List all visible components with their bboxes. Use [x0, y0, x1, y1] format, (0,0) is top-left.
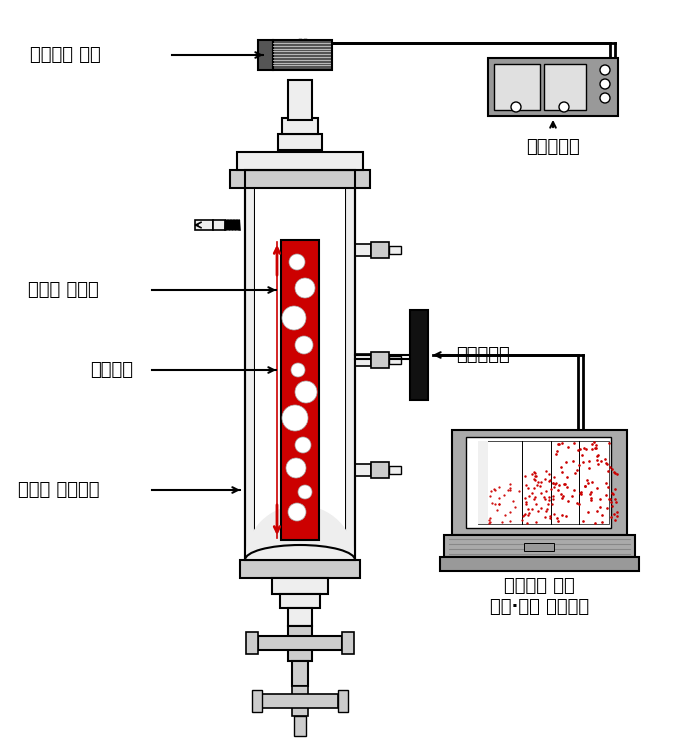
Bar	[466, 437, 611, 528]
Bar	[272, 578, 328, 594]
Circle shape	[298, 485, 312, 499]
Circle shape	[600, 79, 610, 89]
Bar	[389, 246, 401, 254]
Circle shape	[511, 102, 521, 112]
Bar	[294, 716, 306, 736]
Bar	[237, 152, 363, 170]
Bar	[245, 170, 355, 560]
Bar	[282, 118, 318, 134]
Bar	[288, 626, 312, 661]
Circle shape	[600, 93, 610, 103]
Bar	[452, 430, 627, 535]
Circle shape	[295, 278, 315, 298]
Text: 기포발생: 기포발생	[90, 361, 133, 379]
Circle shape	[295, 437, 311, 453]
Bar	[440, 557, 639, 571]
Text: 원자로 모사용기: 원자로 모사용기	[18, 481, 99, 499]
Bar	[494, 64, 540, 110]
Text: 온도조절기: 온도조절기	[526, 138, 580, 156]
Bar	[488, 58, 618, 116]
Circle shape	[288, 503, 306, 521]
Circle shape	[282, 405, 308, 431]
Bar	[280, 594, 320, 608]
Bar	[292, 686, 308, 716]
Bar	[355, 464, 371, 476]
Bar	[478, 441, 488, 524]
Bar	[213, 220, 225, 230]
Circle shape	[295, 381, 317, 403]
Text: 신호증폭기: 신호증폭기	[456, 346, 510, 364]
Bar	[342, 632, 354, 654]
Bar	[371, 242, 389, 258]
Bar	[258, 40, 273, 70]
Bar	[371, 352, 389, 368]
Circle shape	[559, 102, 569, 112]
Wedge shape	[245, 505, 355, 560]
Bar	[240, 560, 360, 578]
Bar	[389, 356, 401, 364]
Circle shape	[289, 254, 305, 270]
Bar	[444, 535, 635, 557]
Circle shape	[286, 458, 306, 478]
Bar	[371, 462, 389, 478]
Circle shape	[291, 363, 305, 377]
Circle shape	[600, 65, 610, 75]
Bar	[195, 220, 213, 230]
Text: 음향방출 센서: 음향방출 센서	[30, 46, 101, 64]
Bar	[292, 661, 308, 686]
Bar	[252, 690, 262, 712]
Bar	[273, 40, 332, 70]
Bar	[338, 690, 348, 712]
Bar	[345, 170, 355, 560]
Bar	[478, 441, 609, 524]
Bar	[389, 466, 401, 474]
Text: 핵연료 피복관: 핵연료 피복관	[28, 281, 99, 299]
Bar	[355, 354, 371, 366]
Bar	[544, 64, 586, 110]
Bar	[258, 636, 342, 650]
Bar	[355, 244, 371, 256]
Bar	[246, 632, 258, 654]
Circle shape	[282, 306, 306, 330]
Bar	[410, 310, 428, 400]
Text: 음향방출 신호
수집·분석 프로그램: 음향방출 신호 수집·분석 프로그램	[490, 577, 589, 615]
Bar	[230, 170, 370, 188]
Bar	[288, 80, 312, 120]
Bar	[288, 608, 312, 626]
Bar	[255, 170, 345, 560]
Circle shape	[295, 336, 313, 354]
Bar	[524, 543, 554, 551]
Bar	[281, 240, 319, 540]
Bar	[262, 694, 338, 708]
Bar	[278, 134, 322, 150]
Bar	[245, 170, 255, 560]
